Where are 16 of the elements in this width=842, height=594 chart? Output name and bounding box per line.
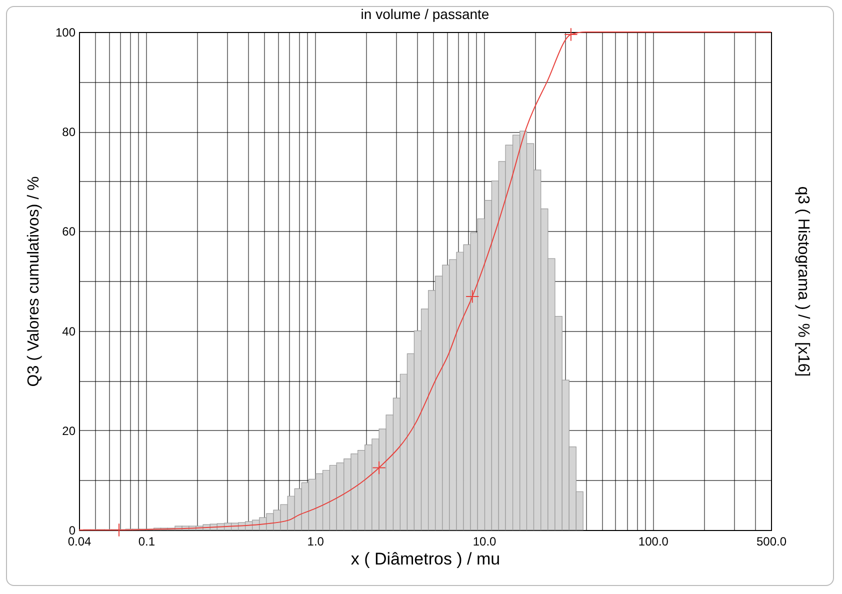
y-tick-label: 100 [55,26,76,40]
y-tick-label: 40 [62,324,76,338]
x-axis-title: x ( Diâmetros ) / mu [350,550,500,568]
x-tick-label: 10.0 [472,534,497,548]
x-tick-label: 500.0 [756,534,787,548]
y-tick-label: 80 [62,125,76,140]
y-tick-label: 60 [62,224,76,239]
y-axis-title: Q3 ( Valores cumulativos) / % [25,176,42,387]
y2-axis-title: q3 ( Histograma ) / % [x16] [794,186,812,377]
chart-title: in volume / passante [360,6,490,22]
y-tick-label: 20 [62,424,76,438]
x-tick-label: 1.0 [307,534,324,548]
y-tick-label: 0 [68,524,76,538]
x-tick-label: 0.1 [138,534,156,548]
x-tick-label: 100.0 [638,534,669,548]
x-tick-label: 0.04 [68,534,92,548]
